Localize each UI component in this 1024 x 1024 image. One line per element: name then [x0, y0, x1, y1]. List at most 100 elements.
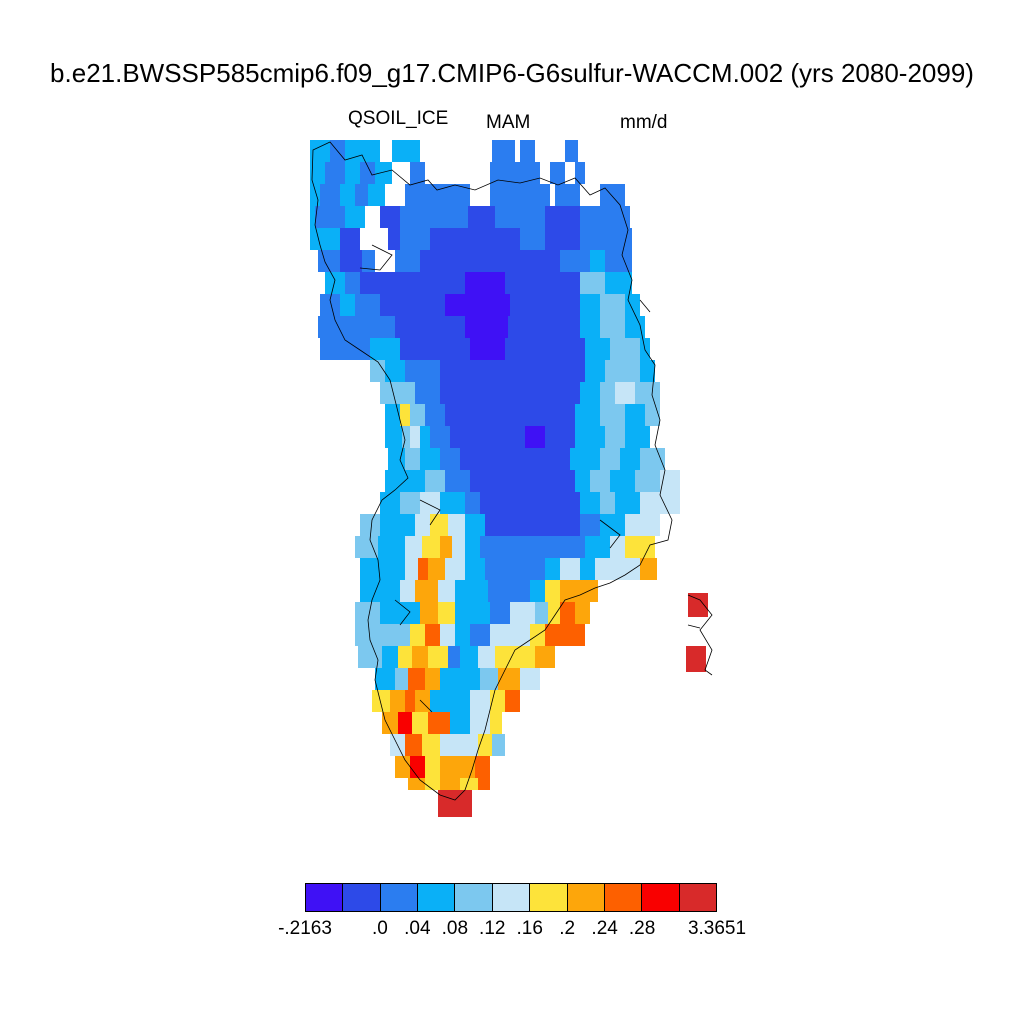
map-cell [400, 382, 415, 404]
colorbar-swatch [604, 884, 643, 911]
map-cell [625, 536, 655, 558]
map-cell [375, 668, 395, 690]
map-cell [495, 646, 512, 668]
map-cell [405, 184, 470, 206]
map-cell [430, 514, 448, 536]
map-cell [560, 602, 575, 624]
map-cell [425, 778, 440, 790]
coastline-main [311, 141, 673, 801]
map-cell [370, 338, 400, 360]
map-cell [355, 536, 378, 558]
map-cell [462, 668, 480, 690]
map-cell [508, 316, 555, 338]
map-cell [345, 272, 360, 294]
map-cell [510, 162, 540, 184]
map-cell [600, 448, 620, 470]
map-cell [360, 580, 385, 602]
map-cell [360, 162, 375, 184]
map-cell [445, 294, 510, 316]
map-cell [590, 250, 605, 272]
colorbar-tick-label: 3.3651 [687, 918, 747, 939]
map-cell [465, 558, 485, 580]
map-cell [580, 228, 600, 250]
map-cell [465, 536, 480, 558]
map-cell [398, 712, 412, 734]
map-cell [440, 734, 460, 756]
map-cell [660, 470, 680, 492]
map-cell [505, 338, 560, 360]
colorbar-swatch [380, 884, 419, 911]
map-cell [385, 360, 405, 382]
map-cell [585, 536, 610, 558]
map-cell [440, 778, 460, 790]
map-cell [575, 162, 585, 184]
map-cell [465, 514, 485, 536]
map-cell [310, 206, 315, 228]
map-cell [550, 162, 565, 184]
map-cell [405, 558, 418, 580]
map-cell [400, 338, 440, 360]
map-cell [412, 712, 428, 734]
map-cell [520, 140, 535, 162]
map-cell [380, 602, 405, 624]
colorbar-swatch [642, 884, 680, 911]
map-cell [460, 448, 570, 470]
map-cell [455, 624, 470, 646]
map-cell [422, 734, 440, 756]
map-cell [382, 646, 398, 668]
colorbar-tick-label: .2 [559, 918, 576, 939]
map-cell [420, 448, 440, 470]
map-cell [320, 184, 340, 206]
map-cell [400, 228, 430, 250]
map-cell [390, 690, 405, 712]
coastline-fjords [359, 244, 651, 713]
map-cell [440, 338, 470, 360]
map-cell [380, 294, 420, 316]
map-cell [605, 360, 620, 382]
map-cell [625, 514, 660, 536]
map-cell [512, 646, 535, 668]
map-cell [686, 646, 706, 672]
map-cell [490, 712, 502, 734]
map-cell [440, 756, 455, 778]
map-cell [425, 316, 465, 338]
map-cell [580, 558, 595, 580]
map-cell [465, 492, 480, 514]
map-cell [545, 580, 560, 602]
map-cell [585, 338, 610, 360]
map-cell [415, 580, 438, 602]
map-cell [428, 712, 450, 734]
map-cell [358, 646, 382, 668]
map-cell [485, 558, 545, 580]
map-cell [355, 602, 380, 624]
map-cell [405, 734, 422, 756]
map-cell [465, 272, 505, 294]
map-cell [600, 228, 632, 250]
map-cell [445, 404, 575, 426]
map-cell [560, 558, 580, 580]
map-cell [520, 668, 540, 690]
map-cell [388, 228, 400, 250]
map-cell [320, 294, 340, 316]
colorbar-tick-label: .12 [479, 918, 506, 939]
map-cell [520, 250, 560, 272]
map-cell [425, 624, 440, 646]
map-cell [400, 206, 430, 228]
map-cell [405, 690, 415, 712]
map-cell [430, 690, 450, 712]
map-cell [382, 712, 398, 734]
map-cell [640, 492, 680, 514]
map-cell [430, 206, 468, 228]
map-cell [580, 382, 600, 404]
plot-title: b.e21.BWSSP585cmip6.f09_g17.CMIP6-G6sulf… [50, 58, 974, 88]
map-cell [425, 404, 445, 426]
map-cell [492, 140, 515, 162]
colorbar-tick-label: .0 [371, 918, 388, 939]
map-cell [448, 646, 460, 668]
map-cell [345, 162, 360, 184]
map-cell [440, 448, 460, 470]
map-cell [430, 426, 450, 448]
map-cell [405, 448, 420, 470]
map-cell [418, 558, 428, 580]
map-cell [510, 294, 550, 316]
